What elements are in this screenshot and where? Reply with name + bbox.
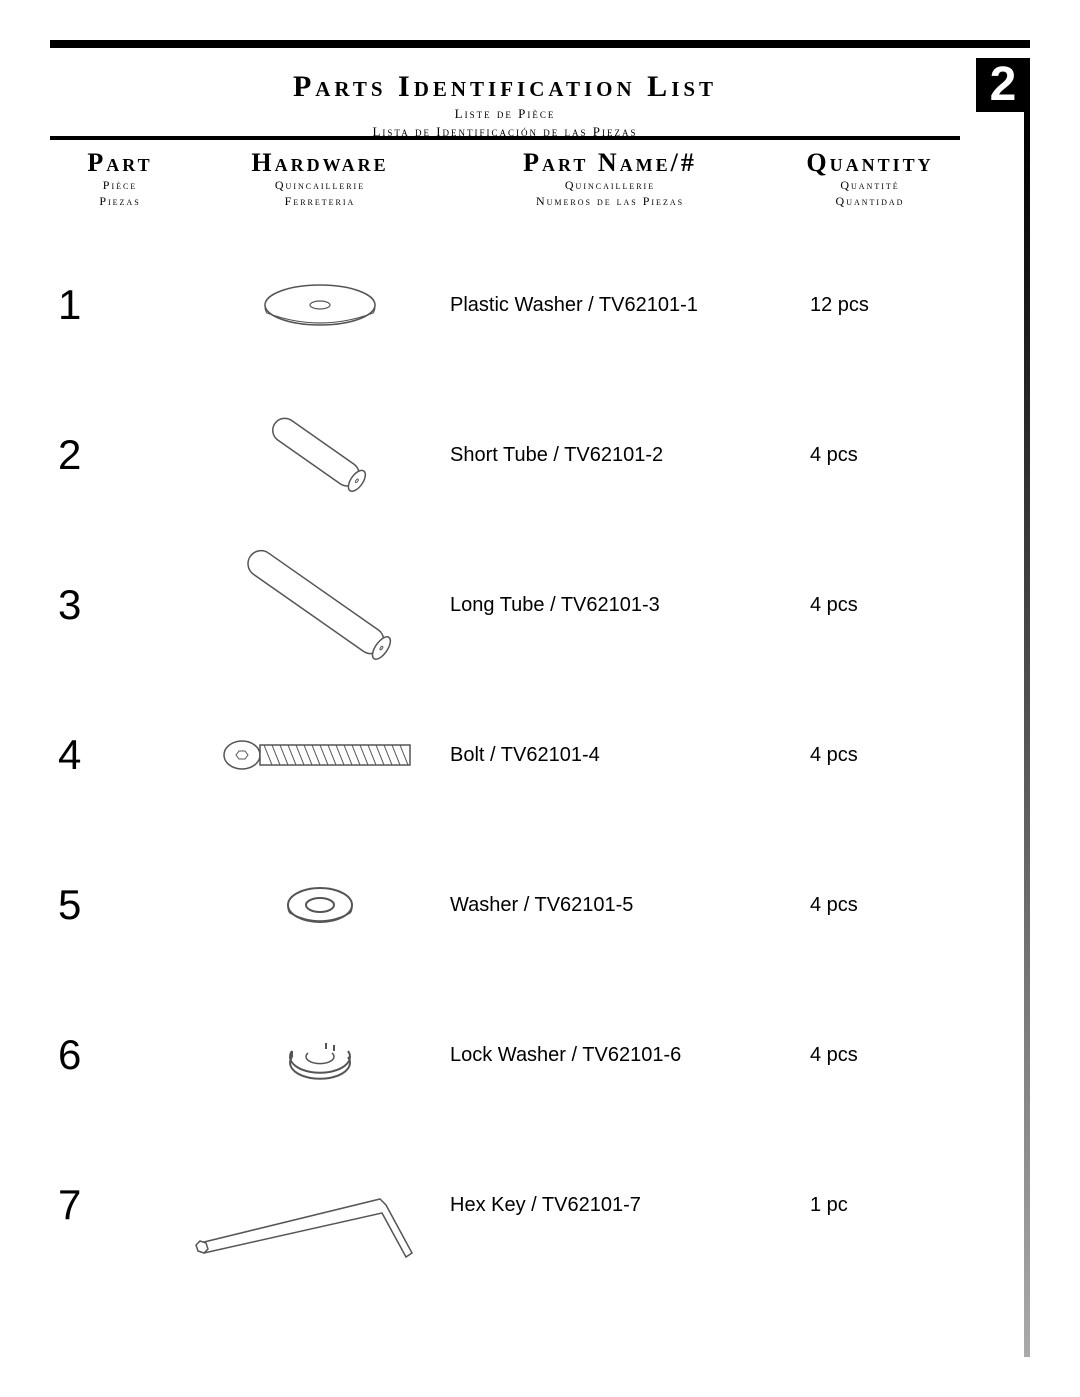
part-name: Short Tube / TV62101-2: [450, 444, 770, 467]
part-row: 7 Hex Key / TV62101-71 pc: [50, 1130, 1000, 1280]
colhead-part-fr: Pièce: [50, 178, 190, 194]
top-rule: [50, 40, 1030, 48]
part-quantity: 4 pcs: [770, 444, 970, 467]
part-name: Lock Washer / TV62101-6: [450, 1044, 770, 1067]
page-title-fr: Liste de Pièce: [50, 106, 960, 122]
right-rule: [1024, 58, 1030, 1357]
part-name: Bolt / TV62101-4: [450, 744, 770, 767]
part-quantity: 4 pcs: [770, 744, 970, 767]
part-name: Long Tube / TV62101-3: [450, 594, 770, 617]
page: 2 Parts Identification List Liste de Piè…: [50, 40, 1030, 1357]
part-row: 3 Long Tube / TV62101-34 pcs: [50, 530, 1000, 680]
washer-flat-icon: [190, 835, 450, 975]
column-headers: Part Pièce Piezas Hardware Quincaillerie…: [50, 148, 1010, 209]
parts-rows: 1 Plastic Washer / TV62101-112 pcs 2 Short …: [50, 230, 1000, 1357]
page-number-box: 2: [976, 58, 1030, 112]
colhead-part-es: Piezas: [50, 194, 190, 210]
colhead-hardware: Hardware: [190, 148, 450, 178]
colhead-hardware-fr: Quincaillerie: [190, 178, 450, 194]
part-number: 6: [50, 1031, 190, 1079]
colhead-qty-fr: Quantité: [770, 178, 970, 194]
colhead-qty: Quantity: [770, 148, 970, 178]
part-number: 5: [50, 881, 190, 929]
part-name: Washer / TV62101-5: [450, 894, 770, 917]
tube-long-icon: [190, 535, 450, 675]
title-block: Parts Identification List Liste de Pièce…: [50, 70, 960, 140]
page-title: Parts Identification List: [50, 70, 960, 104]
part-row: 4 Bolt / TV62101-44 pcs: [50, 680, 1000, 830]
colhead-part: Part: [50, 148, 190, 178]
bolt-icon: [190, 685, 450, 825]
part-number: 1: [50, 281, 190, 329]
washer-plastic-icon: [190, 235, 450, 375]
colhead-name: Part Name/#: [450, 148, 770, 178]
part-row: 2 Short Tube / TV62101-24 pcs: [50, 380, 1000, 530]
part-row: 5 Washer / TV62101-54 pcs: [50, 830, 1000, 980]
colhead-name-es: Numeros de las Piezas: [450, 194, 770, 210]
part-row: 1 Plastic Washer / TV62101-112 pcs: [50, 230, 1000, 380]
part-name: Plastic Washer / TV62101-1: [450, 294, 770, 317]
part-number: 7: [50, 1181, 190, 1229]
part-row: 6 Lock Washer / TV62101-64 pcs: [50, 980, 1000, 1130]
part-quantity: 1 pc: [770, 1194, 970, 1217]
colhead-name-fr: Quincaillerie: [450, 178, 770, 194]
hex-key-icon: [190, 1135, 450, 1275]
colhead-hardware-es: Ferreteria: [190, 194, 450, 210]
part-name: Hex Key / TV62101-7: [450, 1194, 770, 1217]
part-quantity: 4 pcs: [770, 1044, 970, 1067]
part-quantity: 4 pcs: [770, 894, 970, 917]
part-number: 2: [50, 431, 190, 479]
part-number: 3: [50, 581, 190, 629]
tube-short-icon: [190, 385, 450, 525]
colhead-qty-es: Quantidad: [770, 194, 970, 210]
washer-lock-icon: [190, 985, 450, 1125]
part-quantity: 12 pcs: [770, 294, 970, 317]
title-underline: [50, 136, 960, 140]
part-quantity: 4 pcs: [770, 594, 970, 617]
part-number: 4: [50, 731, 190, 779]
